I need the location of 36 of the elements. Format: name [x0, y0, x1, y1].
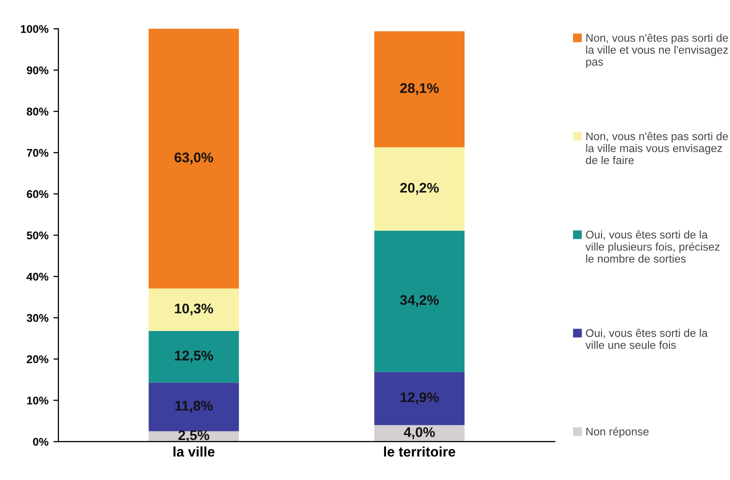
bar — [148, 382, 239, 432]
y-tick-label: 80% — [26, 108, 48, 116]
legend-label: Non, vous n'êtes pas sorti de la ville mais vous envisagez de le faire — [586, 132, 728, 164]
data-label: 20,2% — [400, 182, 439, 195]
x-tick-label: le territoire — [384, 446, 456, 457]
bar — [374, 31, 465, 148]
data-label: 4,0% — [404, 427, 435, 440]
y-tick-label: 20% — [26, 355, 48, 364]
data-label: 63,0% — [174, 152, 214, 164]
bar — [148, 28, 239, 288]
y-tick-label: 70% — [26, 148, 48, 157]
data-label: 10,3% — [174, 304, 214, 316]
data-label: 12,5% — [174, 350, 214, 363]
data-label: 12,9% — [400, 392, 439, 404]
legend-label: Oui, vous êtes sorti de la ville plusieurs fois, précisez le nombre de sorties — [586, 230, 720, 263]
data-label: 2,5% — [178, 430, 210, 442]
x-tick-label: la ville — [174, 446, 215, 457]
y-tick-label: 10% — [27, 396, 48, 404]
legend-label: Oui, vous êtes sorti de la ville une seule fois — [586, 328, 708, 349]
y-tick-label: 60% — [26, 190, 48, 198]
bar — [374, 372, 465, 426]
legend-label: Non, vous n'êtes pas sorti de la ville et vous ne l'envisagez pas — [586, 34, 728, 68]
bar — [374, 230, 465, 372]
data-label: 11,8% — [175, 400, 213, 413]
y-tick-label: 40% — [26, 272, 48, 281]
y-tick-label: 50% — [26, 231, 48, 240]
legend-label: Non réponse — [586, 427, 649, 438]
bar — [148, 288, 239, 331]
bar — [374, 147, 465, 231]
y-tick-label: 90% — [26, 66, 48, 74]
y-tick-label: 30% — [26, 314, 48, 322]
data-label: 28,1% — [400, 83, 439, 96]
y-tick-label: 100% — [20, 25, 48, 33]
y-tick-label: 0% — [33, 438, 48, 446]
bar — [148, 330, 239, 383]
data-label: 34,2% — [400, 295, 439, 307]
